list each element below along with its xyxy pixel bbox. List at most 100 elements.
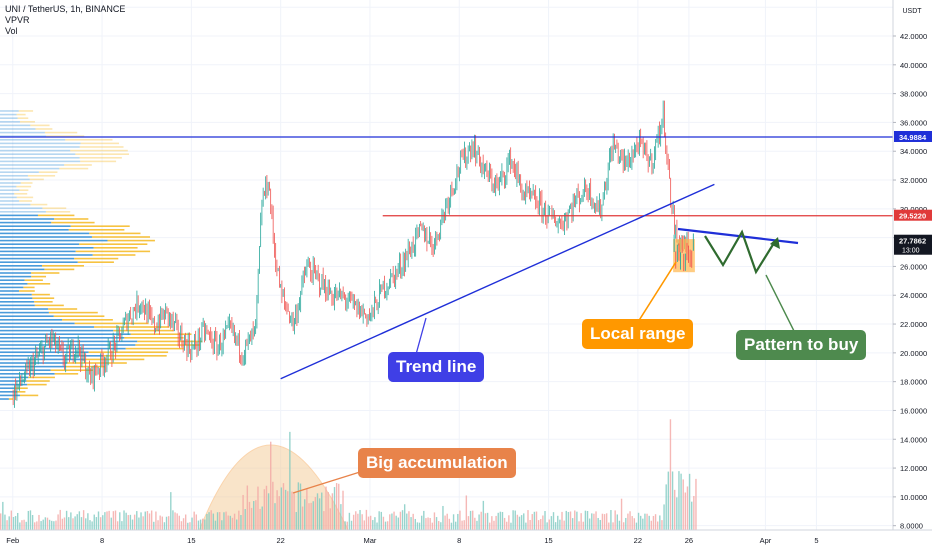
- volume-bar: [372, 520, 374, 530]
- volume-bar: [195, 514, 198, 530]
- volume-bar: [204, 519, 206, 530]
- vpvr-bar-buy: [0, 124, 31, 127]
- vpvr-bar-buy: [0, 131, 45, 134]
- vpvr-bar-buy: [0, 182, 21, 184]
- volume-bar: [516, 514, 519, 530]
- volume-bar: [65, 510, 68, 530]
- volume-bar: [412, 513, 414, 530]
- volume-bar: [537, 520, 540, 530]
- volume-bar: [382, 516, 385, 530]
- volume-bar: [36, 521, 38, 530]
- volume-bar: [78, 511, 81, 530]
- vpvr-bar-sell: [42, 207, 67, 209]
- volume-bar: [129, 514, 132, 530]
- time-tick-label: 8: [100, 536, 104, 545]
- volume-bar: [374, 517, 376, 530]
- volume-bar: [546, 522, 548, 530]
- volume-bar: [136, 511, 138, 530]
- range-pointer: [637, 261, 677, 323]
- volume-bar: [2, 501, 4, 530]
- volume-bar: [144, 511, 146, 530]
- volume-bar: [172, 510, 174, 530]
- vpvr-bar-buy: [0, 391, 17, 393]
- vpvr-bar-buy: [0, 196, 17, 199]
- volume-bar: [80, 517, 83, 530]
- volume-bar: [89, 520, 91, 530]
- vpvr-bar-sell: [42, 265, 85, 267]
- volume-bar: [197, 520, 200, 530]
- volume-bar: [501, 511, 504, 530]
- volume-bar: [625, 517, 627, 530]
- volume-bar: [667, 471, 670, 530]
- price-tick-label: 26.0000: [900, 262, 927, 271]
- volume-bar: [676, 497, 678, 530]
- vpvr-bar-sell: [53, 315, 105, 318]
- volume-bar: [489, 522, 491, 530]
- volume-bar: [423, 510, 425, 530]
- volume-bar: [499, 511, 502, 530]
- volume-bar: [229, 515, 232, 530]
- volume-bar: [376, 522, 378, 530]
- trend-line-label: Trend line: [388, 352, 485, 382]
- volume-bar: [344, 521, 346, 530]
- vpvr-bar-buy: [0, 246, 94, 249]
- volume-bar: [433, 512, 436, 530]
- vpvr-bar-buy: [0, 383, 28, 386]
- volume-bar: [95, 517, 98, 530]
- vpvr-bar-sell: [18, 110, 34, 112]
- volume-bar: [608, 522, 610, 530]
- volume-bar: [318, 498, 321, 530]
- vpvr-bar-sell: [79, 243, 148, 245]
- vpvr-bar-buy: [0, 214, 38, 217]
- vpvr-bar-buy: [0, 174, 28, 177]
- volume-bar: [159, 515, 161, 530]
- time-tick-label: 15: [187, 536, 195, 545]
- volume-bar: [55, 520, 57, 530]
- volume-bar: [563, 520, 565, 530]
- volume-bar: [110, 517, 112, 530]
- vpvr-bar-buy: [0, 239, 108, 242]
- volume-bar: [552, 512, 555, 530]
- price-tick-label: 8.0000: [900, 522, 923, 531]
- volume-bar: [27, 510, 30, 530]
- indicator-vol: Vol: [5, 26, 18, 36]
- vpvr-bar-sell: [91, 236, 151, 238]
- vpvr-bar-sell: [93, 246, 138, 249]
- volume-bar: [214, 520, 217, 530]
- volume-bar: [29, 510, 32, 530]
- volume-bar: [574, 510, 576, 530]
- volume-bar: [287, 491, 289, 530]
- vpvr-bar-buy: [0, 167, 60, 170]
- volume-bar: [512, 510, 514, 530]
- vpvr-bar-sell: [16, 391, 26, 393]
- vpvr-bar-buy: [0, 232, 90, 235]
- volume-bar: [338, 483, 340, 530]
- vpvr-bar-sell: [65, 138, 113, 141]
- volume-bar: [310, 502, 312, 530]
- volume-bar: [246, 485, 249, 530]
- vpvr-bar-sell: [8, 398, 14, 400]
- volume-bar: [87, 513, 89, 530]
- volume-bar: [461, 520, 463, 530]
- volume-bar: [525, 522, 527, 530]
- volume-bar: [280, 487, 283, 530]
- volume-bar: [284, 489, 287, 530]
- volume-bar: [508, 515, 510, 530]
- vpvr-bar-sell: [14, 387, 28, 390]
- vpvr-bar-buy: [0, 293, 32, 296]
- volume-bar: [361, 514, 363, 530]
- price-tick-label: 12.0000: [900, 464, 927, 473]
- volume-bar: [671, 471, 674, 530]
- vpvr-bar-sell: [38, 171, 58, 173]
- vpvr-bar-sell: [50, 369, 94, 372]
- volume-bar: [414, 518, 417, 530]
- volume-bar: [580, 513, 582, 530]
- vpvr-bar-sell: [45, 210, 71, 213]
- vpvr-bar-buy: [0, 228, 69, 231]
- vpvr-bar-sell: [19, 189, 29, 191]
- volume-bar: [363, 520, 365, 530]
- volume-bar: [34, 522, 36, 530]
- volume-bar: [25, 521, 27, 530]
